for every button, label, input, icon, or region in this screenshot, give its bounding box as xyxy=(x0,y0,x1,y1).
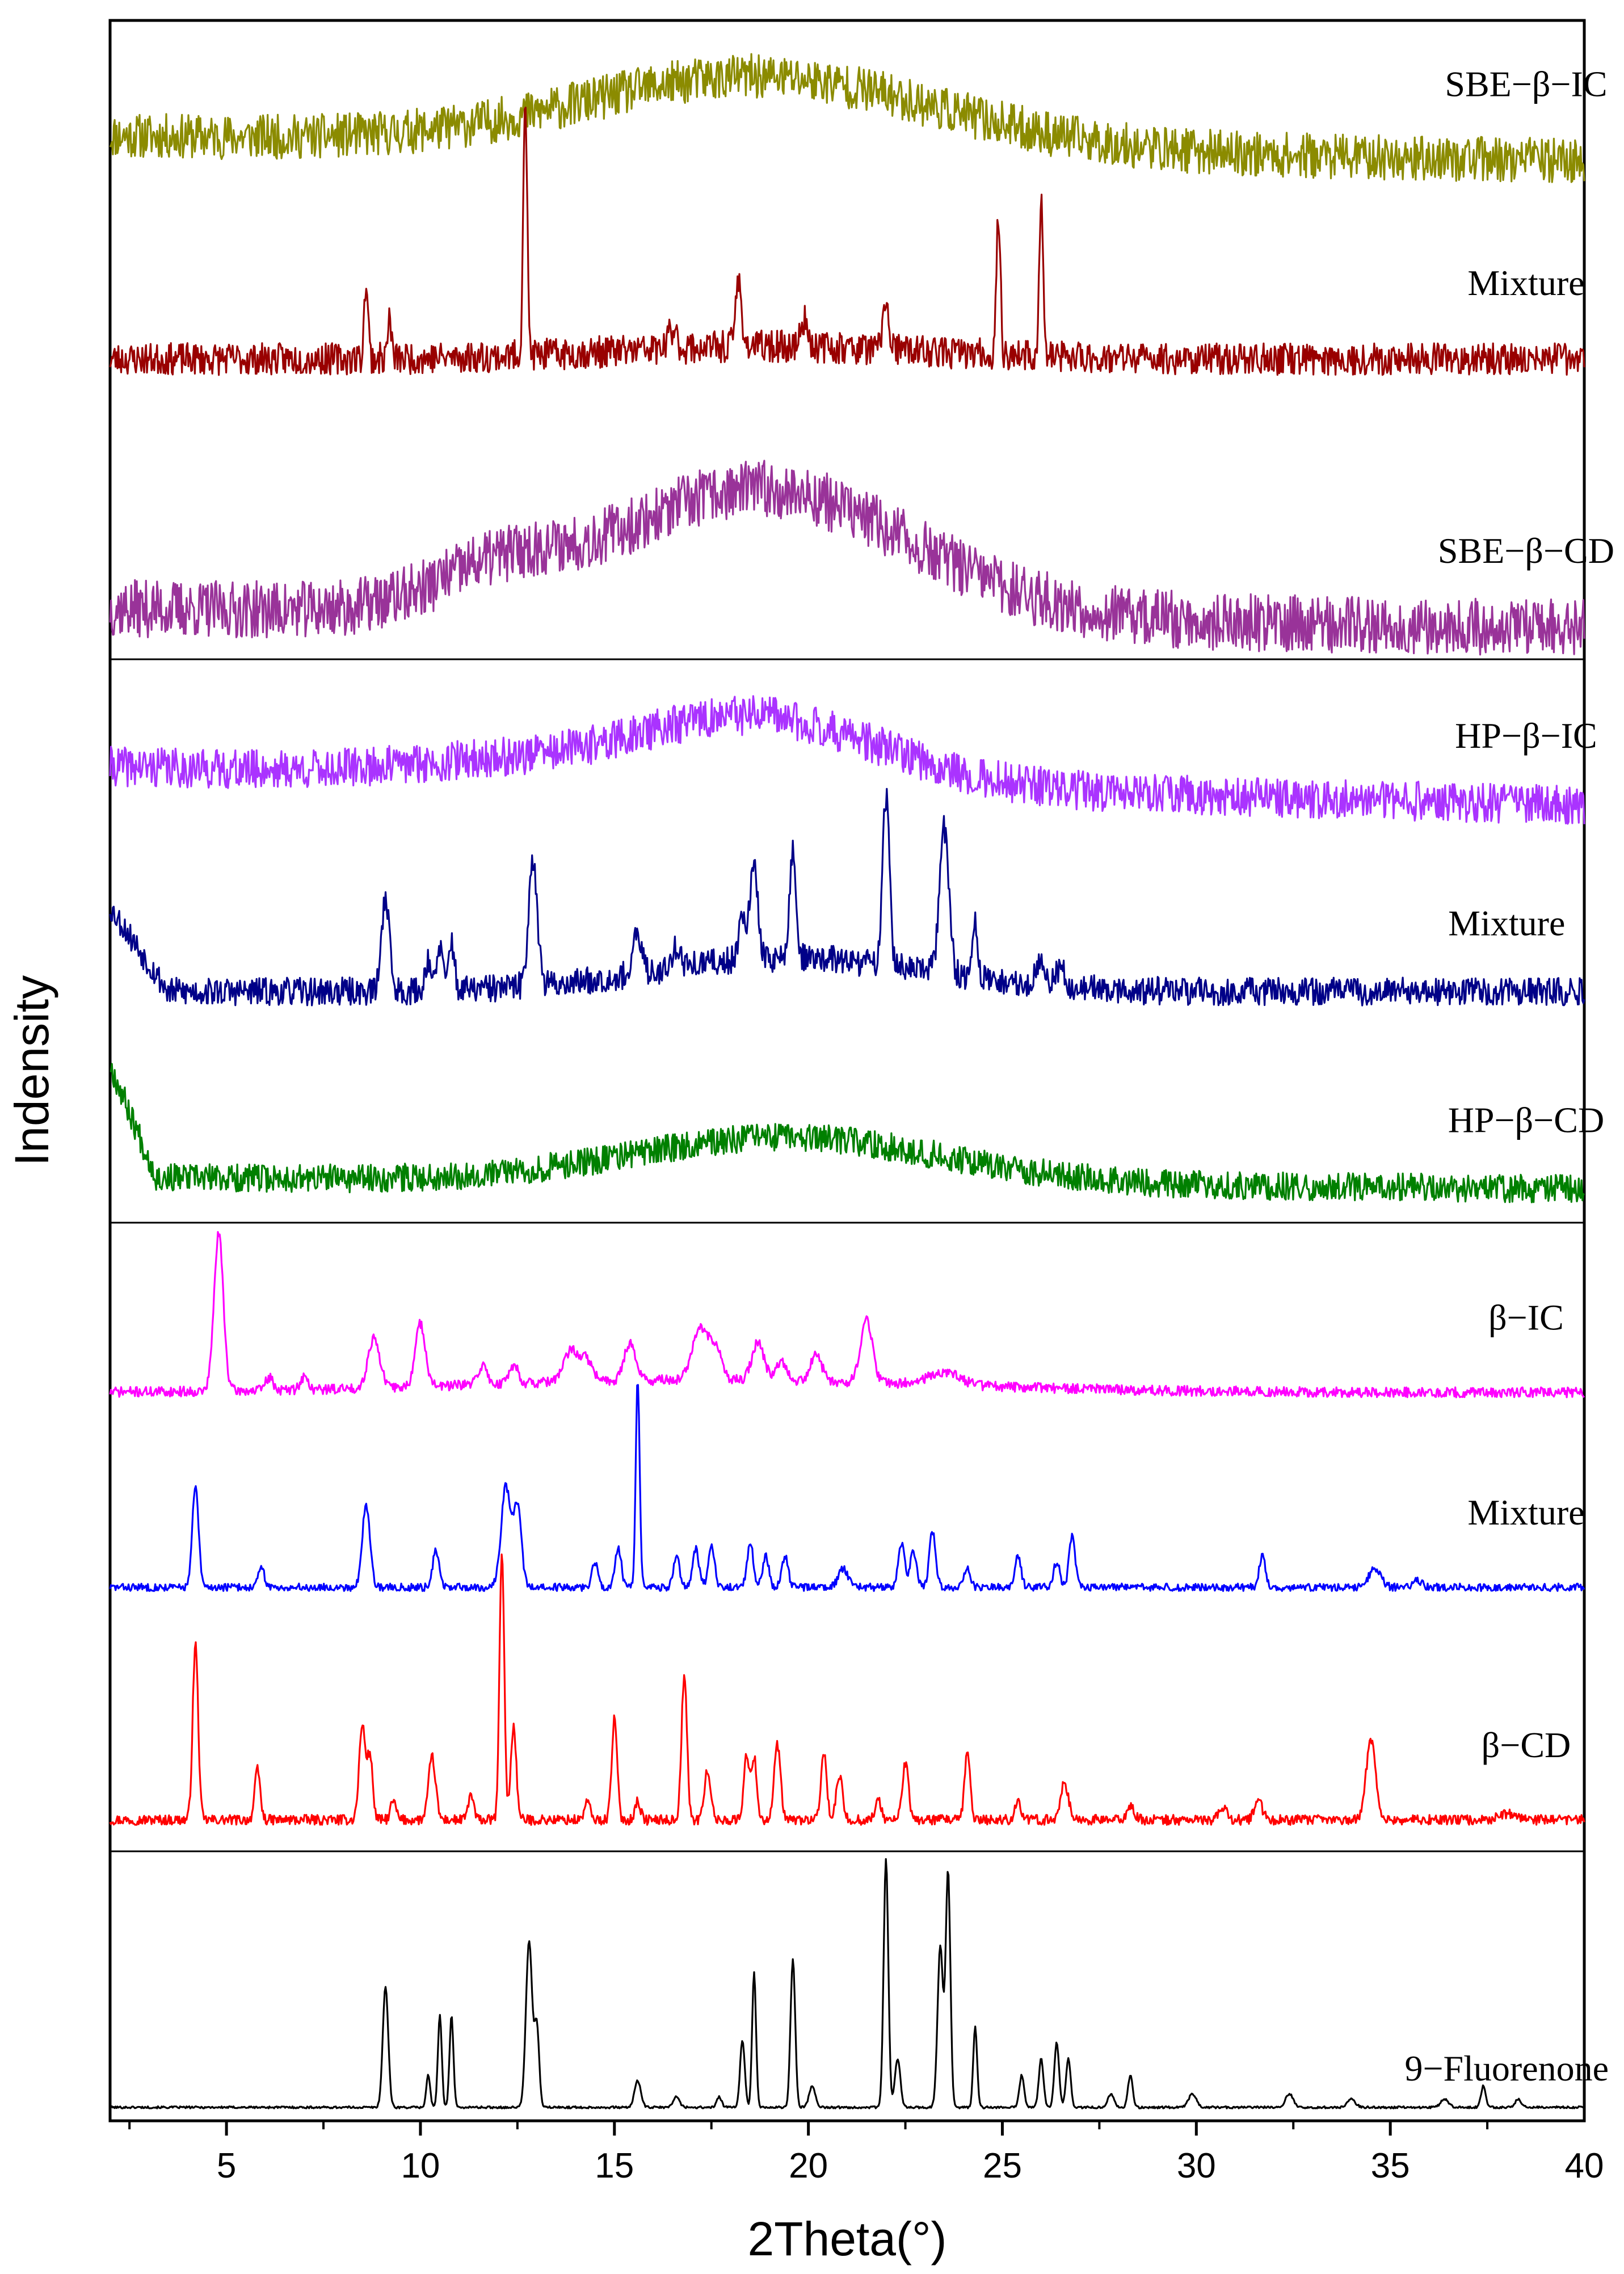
x-tick-label: 15 xyxy=(595,2146,634,2185)
plot-frame xyxy=(108,19,1586,2123)
y-axis-title: Indensity xyxy=(5,975,58,1166)
x-tick-label: 35 xyxy=(1371,2146,1410,2185)
series-label-4-1: 9−Fluorenone xyxy=(1404,2048,1609,2088)
series-line-1-1 xyxy=(109,53,1585,183)
series-line-3-2 xyxy=(109,1384,1585,1592)
series-line-3-1 xyxy=(109,1231,1585,1399)
plot-area xyxy=(108,19,1586,2123)
series-label-1-2: Mixture xyxy=(1467,263,1584,303)
x-axis-title: 2Theta(°) xyxy=(747,2212,946,2265)
series-label-2-1: HP−β−IC xyxy=(1455,715,1597,756)
x-tick-label: 30 xyxy=(1177,2146,1216,2185)
series-line-2-3 xyxy=(110,1063,1585,1203)
series-line-2-1 xyxy=(109,695,1585,825)
series-label-3-1: β−IC xyxy=(1488,1297,1564,1337)
series-label-2-2: Mixture xyxy=(1448,903,1565,944)
x-tick-label: 25 xyxy=(983,2146,1022,2185)
x-tick-label: 20 xyxy=(789,2146,828,2185)
panel-2 xyxy=(109,695,1585,1203)
x-axis: 5 10 15 20 25 30 35 40 xyxy=(128,2121,1604,2185)
panel-1 xyxy=(109,53,1585,656)
series-line-4-1 xyxy=(110,1858,1585,2109)
series-label-1-1: SBE−β−IC xyxy=(1445,64,1607,104)
x-tick-label: 40 xyxy=(1565,2146,1604,2185)
series-line-3-3 xyxy=(109,1553,1585,1826)
series-label-layer: SBE−β−IC Mixture SBE−β−CD HP−β−IC Mixture HP−… xyxy=(1404,64,1614,2088)
series-label-2-3: HP−β−CD xyxy=(1448,1100,1604,1140)
panel-3 xyxy=(109,1231,1585,1826)
series-line-2-2 xyxy=(109,788,1585,1007)
panel-4 xyxy=(110,1858,1585,2109)
series-line-1-2 xyxy=(109,107,1585,376)
x-tick-label: 5 xyxy=(217,2146,236,2185)
series-label-1-3: SBE−β−CD xyxy=(1438,530,1614,571)
x-tick-label: 10 xyxy=(401,2146,440,2185)
series-label-3-3: β−CD xyxy=(1482,1725,1571,1765)
series-line-1-3 xyxy=(109,460,1585,656)
series-layer xyxy=(109,53,1585,2109)
series-label-3-2: Mixture xyxy=(1467,1492,1584,1532)
